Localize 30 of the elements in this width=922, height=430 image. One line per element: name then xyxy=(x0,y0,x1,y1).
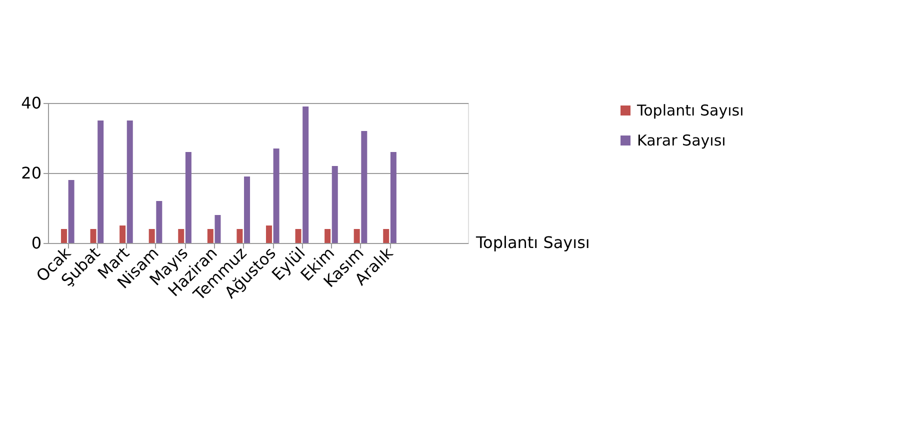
bar xyxy=(236,229,243,243)
bar xyxy=(207,229,214,243)
bar xyxy=(266,226,272,243)
y-tick-label: 40 xyxy=(21,94,42,112)
bar xyxy=(361,131,368,243)
bar xyxy=(244,176,250,243)
bar xyxy=(156,201,162,243)
legend-label: Toplantı Sayısı xyxy=(636,102,744,120)
bar xyxy=(324,229,331,243)
bar xyxy=(273,148,280,243)
bar xyxy=(332,166,338,243)
bar xyxy=(302,106,309,243)
text: Toplantı Sayısı xyxy=(475,233,590,252)
bar xyxy=(178,229,184,243)
bar xyxy=(390,152,396,243)
bar xyxy=(214,215,221,243)
bar xyxy=(98,120,104,243)
y-tick-label: 0 xyxy=(31,234,42,252)
bar xyxy=(185,152,192,243)
y-tick-label: 20 xyxy=(21,164,42,182)
legend-label: Karar Sayısı xyxy=(637,132,726,150)
bar xyxy=(295,229,302,243)
bar xyxy=(148,229,155,243)
bar xyxy=(90,229,96,243)
bar xyxy=(354,229,360,243)
bar xyxy=(126,120,133,243)
bar xyxy=(383,229,390,243)
bar xyxy=(68,180,74,243)
bar xyxy=(120,226,126,243)
bar xyxy=(60,229,67,243)
